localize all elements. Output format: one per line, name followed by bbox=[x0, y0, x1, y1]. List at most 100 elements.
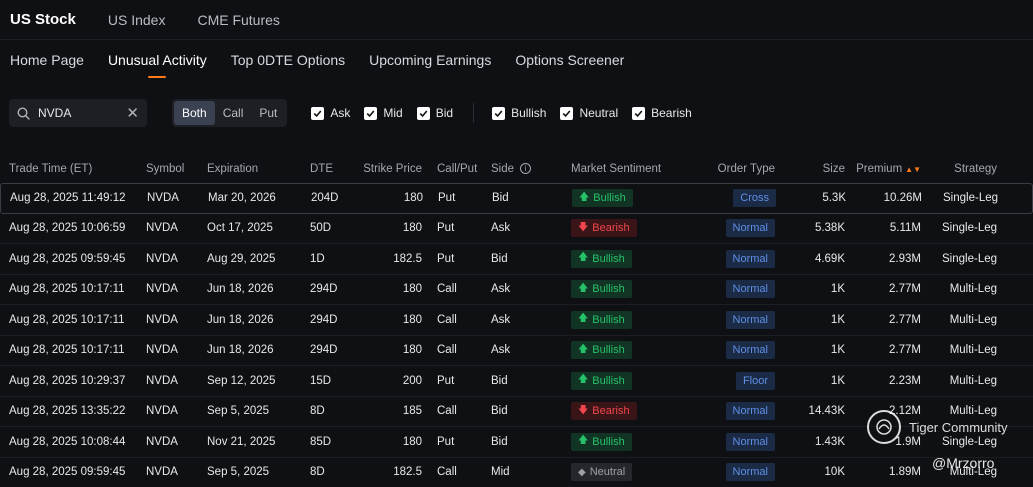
filter-bid-label: Bid bbox=[435, 106, 454, 120]
cell-expiration: Sep 5, 2025 bbox=[207, 466, 270, 479]
sentiment-label: Bearish bbox=[592, 222, 630, 235]
table-row[interactable]: Aug 28, 2025 09:59:45 NVDA Sep 5, 2025 8D 18… bbox=[0, 458, 1033, 487]
col-order-type[interactable]: Order Type bbox=[717, 163, 775, 175]
order-type-badge: Normal bbox=[725, 341, 775, 360]
cell-symbol: NVDA bbox=[146, 344, 178, 357]
cell-side: Bid bbox=[491, 374, 508, 387]
tab-upcoming-earnings[interactable]: Upcoming Earnings bbox=[369, 52, 492, 68]
cell-expiration: Jun 18, 2026 bbox=[207, 313, 274, 326]
table-row[interactable]: Aug 28, 2025 11:49:12 NVDA Mar 20, 2026 204… bbox=[0, 183, 1033, 214]
cell-expiration: Sep 5, 2025 bbox=[207, 405, 270, 418]
cell-strike-price: 180 bbox=[402, 283, 422, 296]
sentiment-label: Bearish bbox=[592, 405, 630, 418]
cell-strike-price: 180 bbox=[402, 344, 422, 357]
cell-symbol: NVDA bbox=[146, 313, 178, 326]
cell-size: 4.69K bbox=[814, 252, 845, 265]
filter-neutral-checkbox[interactable]: Neutral bbox=[560, 106, 618, 120]
cell-expiration: Jun 18, 2026 bbox=[207, 344, 274, 357]
cell-side: Ask bbox=[491, 344, 511, 357]
sentiment-badge: 🡅 Bullish bbox=[571, 432, 632, 451]
col-premium[interactable]: Premium ▲▼ bbox=[845, 163, 921, 175]
cell-size: 1K bbox=[830, 344, 845, 357]
cell-order-type: Normal bbox=[691, 432, 775, 451]
filter-divider bbox=[473, 103, 475, 123]
table-row[interactable]: Aug 28, 2025 10:17:11 NVDA Jun 18, 2026 294… bbox=[0, 336, 1033, 366]
table-row[interactable]: Aug 28, 2025 10:29:37 NVDA Sep 12, 2025 15D… bbox=[0, 366, 1033, 397]
tab-top-0dte-options[interactable]: Top 0DTE Options bbox=[230, 52, 346, 68]
tab-us-stock[interactable]: US Stock bbox=[10, 11, 76, 28]
cell-order-type: Normal bbox=[691, 219, 775, 238]
cell-symbol: NVDA bbox=[146, 374, 178, 387]
tab-options-screener[interactable]: Options Screener bbox=[515, 52, 625, 68]
checkmark-icon bbox=[364, 106, 378, 120]
toggle-both[interactable]: Both bbox=[174, 101, 215, 125]
col-dte[interactable]: DTE bbox=[310, 163, 333, 175]
col-market-sentiment[interactable]: Market Sentiment bbox=[571, 163, 662, 175]
col-strike-price[interactable]: Strike Price bbox=[363, 163, 422, 175]
tab-home-page[interactable]: Home Page bbox=[10, 52, 84, 68]
tab-us-index[interactable]: US Index bbox=[107, 11, 166, 28]
sentiment-badge: 🡅 Bullish bbox=[571, 371, 632, 390]
sentiment-label: Bullish bbox=[592, 374, 625, 387]
col-side[interactable]: Side i bbox=[491, 163, 571, 175]
order-type-badge: Cross bbox=[733, 189, 776, 208]
filter-ask-label: Ask bbox=[330, 106, 351, 120]
cell-size: 1K bbox=[830, 313, 845, 326]
tab-cme-futures[interactable]: CME Futures bbox=[197, 11, 280, 28]
table-row[interactable]: Aug 28, 2025 10:17:11 NVDA Jun 18, 2026 294… bbox=[0, 305, 1033, 336]
cell-market-sentiment: 🡅 Bullish bbox=[571, 249, 691, 268]
filter-bid-checkbox[interactable]: Bid bbox=[416, 106, 454, 120]
cell-side: Ask bbox=[491, 222, 511, 235]
arrow-up-icon: 🡅 bbox=[578, 313, 589, 325]
info-icon[interactable]: i bbox=[520, 163, 532, 175]
sentiment-badge: 🡅 Bullish bbox=[571, 280, 632, 299]
table-row[interactable]: Aug 28, 2025 09:59:45 NVDA Aug 29, 2025 1D 1… bbox=[0, 244, 1033, 275]
cell-strategy: Multi-Leg bbox=[949, 374, 997, 387]
filter-bullish-checkbox[interactable]: Bullish bbox=[492, 106, 546, 120]
cell-strike-price: 185 bbox=[402, 405, 422, 418]
filter-ask-checkbox[interactable]: Ask bbox=[311, 106, 350, 120]
cell-market-sentiment: 🡅 Bullish bbox=[571, 280, 691, 299]
tab-unusual-activity[interactable]: Unusual Activity bbox=[108, 46, 207, 80]
cell-call-put: Call bbox=[437, 405, 457, 418]
order-type-badge: Normal bbox=[725, 280, 775, 299]
cell-symbol: NVDA bbox=[146, 435, 178, 448]
table-row[interactable]: Aug 28, 2025 10:08:44 NVDA Nov 21, 2025 85D… bbox=[0, 427, 1033, 458]
cell-call-put: Put bbox=[437, 252, 455, 265]
col-symbol[interactable]: Symbol bbox=[146, 163, 185, 175]
col-expiration[interactable]: Expiration bbox=[207, 163, 259, 175]
search-input[interactable] bbox=[38, 106, 108, 120]
cell-strategy: Single-Leg bbox=[943, 192, 998, 205]
table-row[interactable]: Aug 28, 2025 10:17:11 NVDA Jun 18, 2026 294… bbox=[0, 275, 1033, 305]
close-icon[interactable]: ✕ bbox=[126, 104, 139, 122]
activity-table: Trade Time (ET) Symbol Expiration DTE St… bbox=[0, 155, 1033, 487]
sentiment-label: Bullish bbox=[593, 192, 626, 205]
col-call-put[interactable]: Call/Put bbox=[437, 163, 478, 175]
table-row[interactable]: Aug 28, 2025 10:06:59 NVDA Oct 17, 2025 50D… bbox=[0, 214, 1033, 244]
filter-bearish-checkbox[interactable]: Bearish bbox=[632, 106, 692, 120]
cell-trade-time: Aug 28, 2025 09:59:45 bbox=[9, 252, 126, 265]
filter-mid-label: Mid bbox=[383, 106, 403, 120]
cell-strike-price: 182.5 bbox=[393, 466, 422, 479]
col-strategy[interactable]: Strategy bbox=[954, 163, 997, 175]
toggle-call[interactable]: Call bbox=[222, 106, 244, 120]
cell-expiration: Aug 29, 2025 bbox=[207, 252, 276, 265]
cell-strike-price: 180 bbox=[403, 192, 423, 205]
cell-size: 5.3K bbox=[822, 192, 846, 205]
sort-icon[interactable]: ▲▼ bbox=[905, 165, 921, 174]
cell-trade-time: Aug 28, 2025 13:35:22 bbox=[9, 405, 126, 418]
toggle-put[interactable]: Put bbox=[259, 106, 278, 120]
cell-premium: 2.77M bbox=[889, 283, 921, 296]
cell-call-put: Put bbox=[438, 192, 456, 205]
sentiment-label: Bullish bbox=[592, 252, 625, 265]
cell-symbol: NVDA bbox=[146, 222, 178, 235]
arrow-up-icon: 🡅 bbox=[578, 252, 589, 264]
table-row[interactable]: Aug 28, 2025 13:35:22 NVDA Sep 5, 2025 8D 18… bbox=[0, 397, 1033, 427]
cell-expiration: Jun 18, 2026 bbox=[207, 283, 274, 296]
col-size[interactable]: Size bbox=[822, 163, 845, 175]
filter-mid-checkbox[interactable]: Mid bbox=[364, 106, 403, 120]
cell-dte: 294D bbox=[310, 283, 338, 296]
col-trade-time[interactable]: Trade Time (ET) bbox=[9, 163, 93, 175]
sentiment-badge: 🡅 Bullish bbox=[571, 249, 632, 268]
cell-dte: 85D bbox=[310, 435, 332, 448]
